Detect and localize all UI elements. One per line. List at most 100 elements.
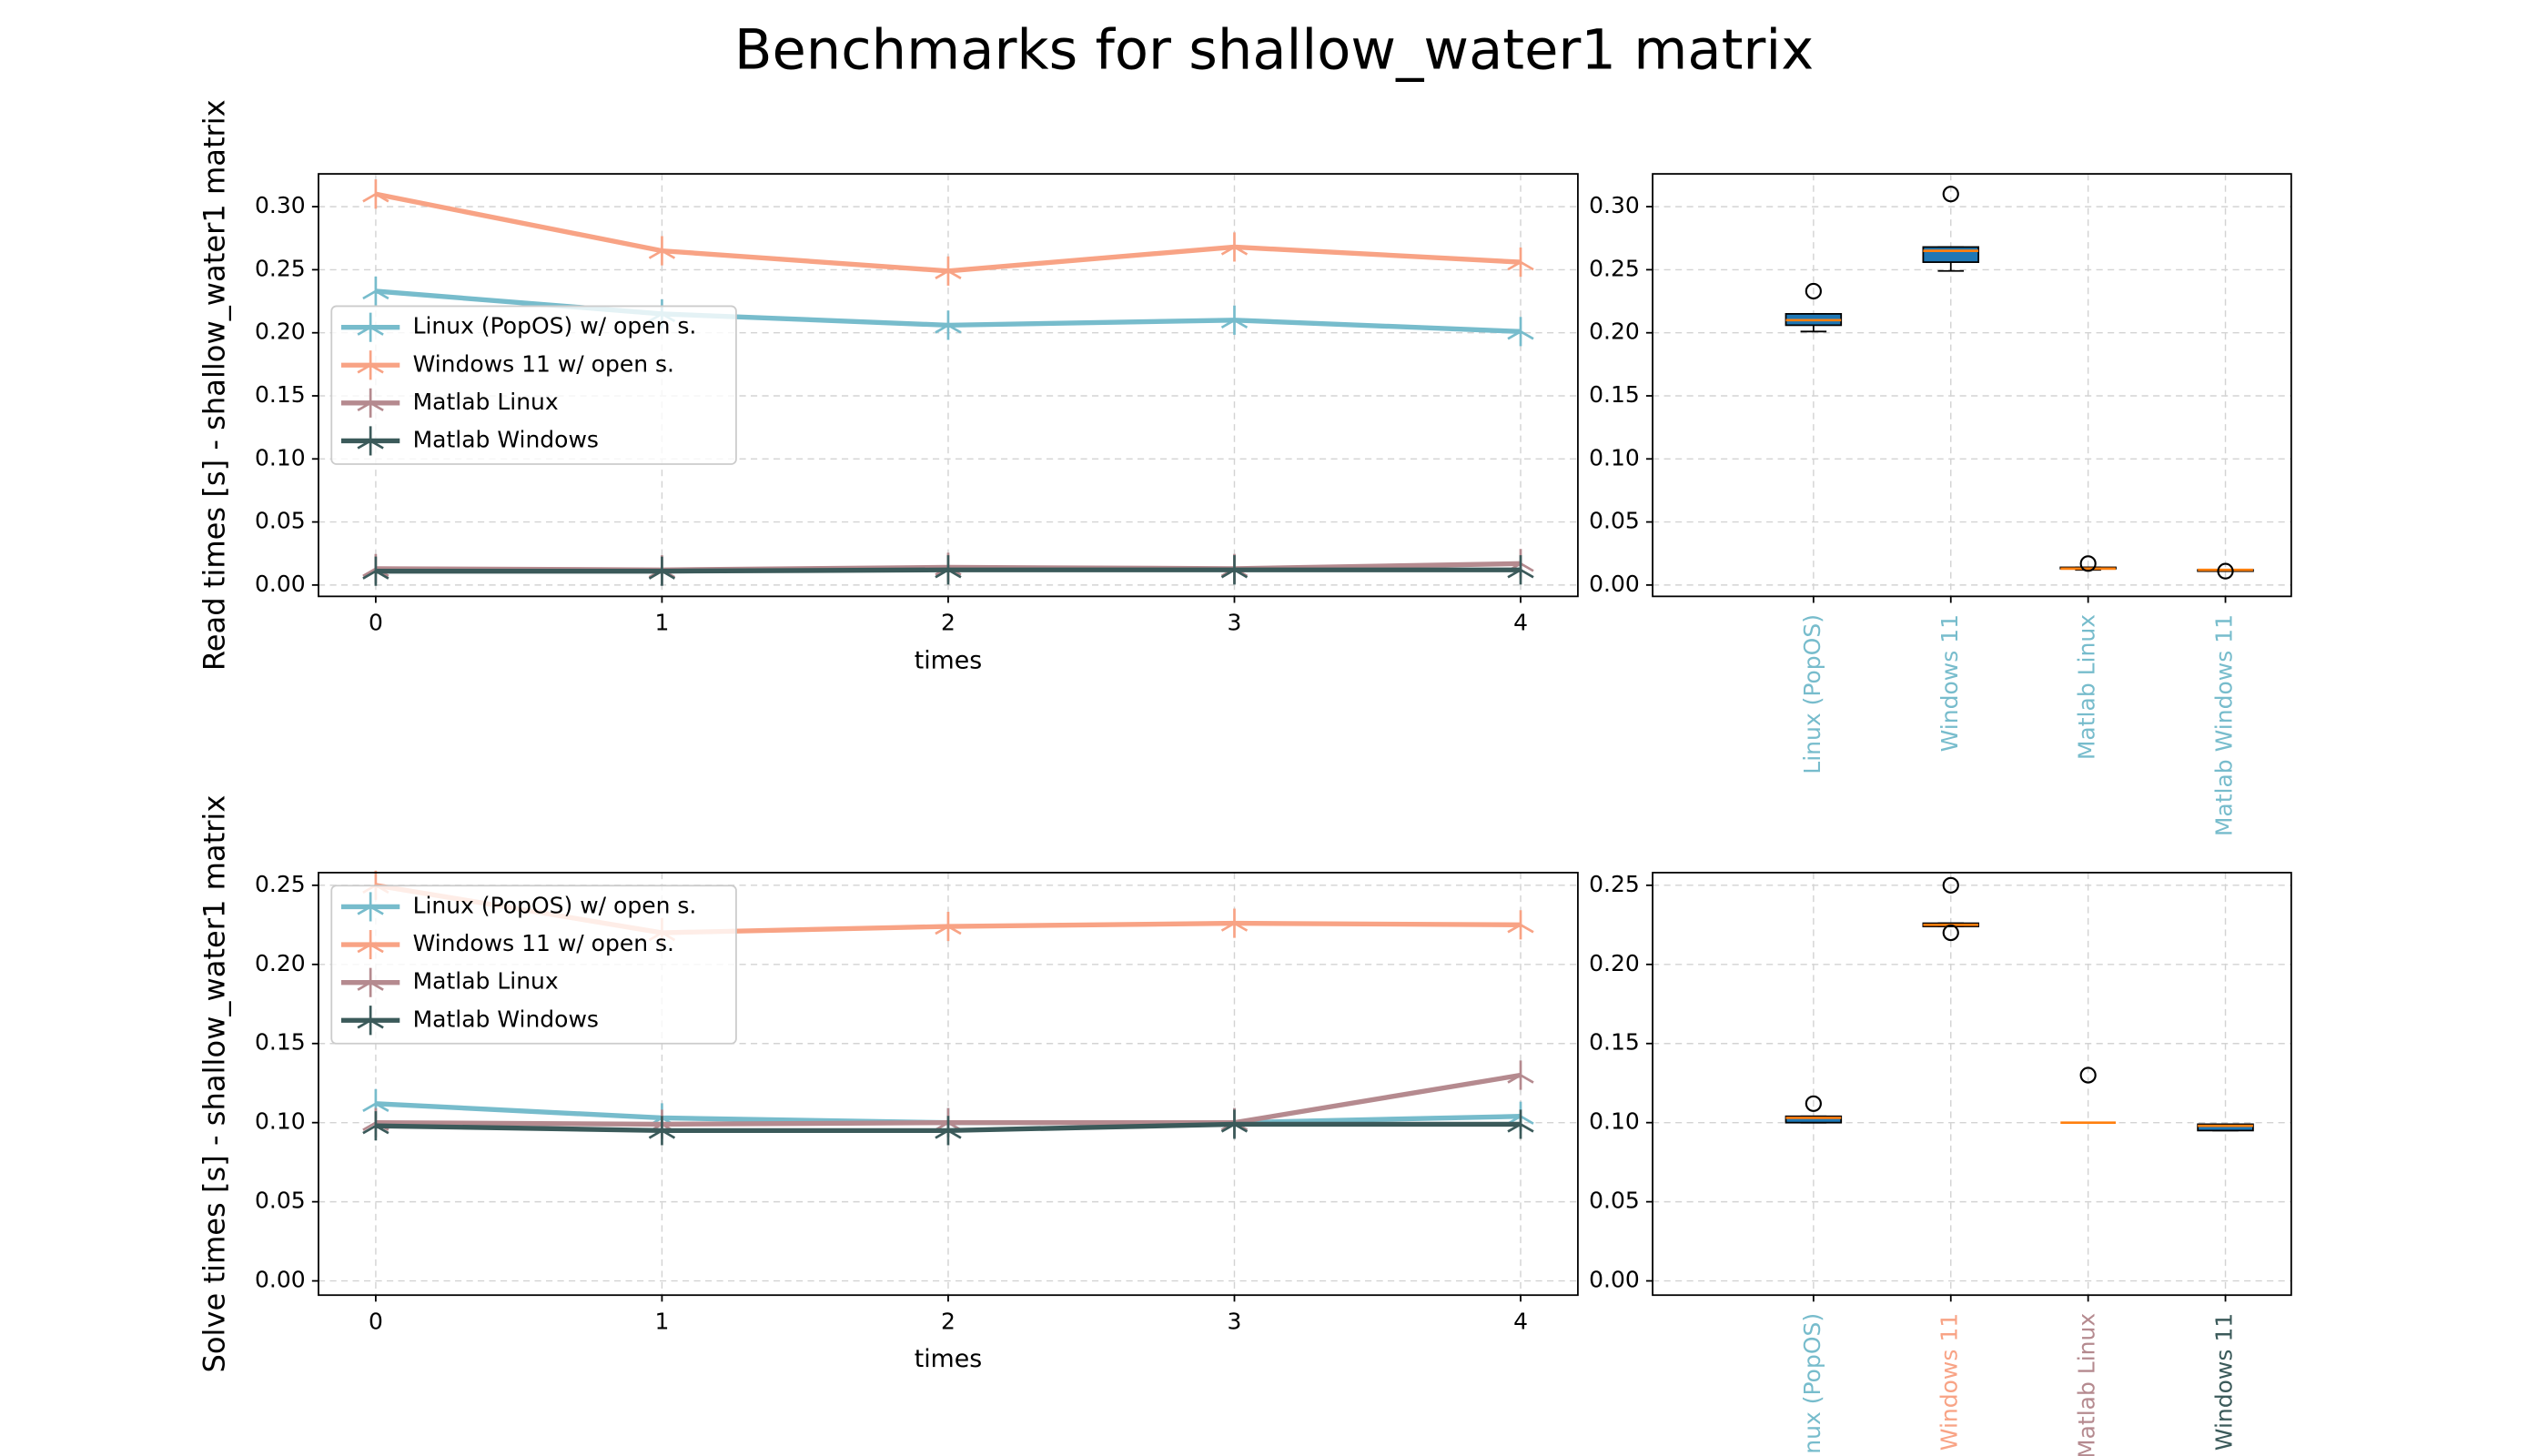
subplot: 0.00 0.05 0.10 0.15 0.20 0.25 0.30 Linux (PopOS… <box>1589 173 2292 836</box>
x-tick-label: 2 <box>941 610 956 636</box>
y-tick-label: 0.20 <box>255 318 306 345</box>
series-marker <box>648 236 676 266</box>
legend-label: Matlab Linux <box>413 968 559 995</box>
y-tick-label: 0.00 <box>255 1267 306 1293</box>
series-marker <box>1220 555 1249 585</box>
y-axis-label: Solve times [s] - shallow_water1 matrix <box>197 795 231 1373</box>
x-tick-label: 2 <box>941 1309 956 1335</box>
legend-marker <box>357 350 384 380</box>
y-tick-label: 0.20 <box>1589 950 1640 976</box>
series-marker <box>1220 1109 1249 1139</box>
series-marker <box>935 911 962 942</box>
series-marker <box>1220 305 1249 335</box>
x-tick-label: 4 <box>1513 1309 1528 1335</box>
series-marker <box>935 310 962 340</box>
x-tick-label: 1 <box>654 1309 669 1335</box>
series-marker <box>648 556 676 586</box>
axes-frame <box>318 173 1579 598</box>
y-tick-label: 0.15 <box>255 1029 306 1056</box>
x-tick-label: 1 <box>654 610 669 636</box>
flier <box>1942 186 1959 203</box>
y-tick-label: 0.25 <box>1589 871 1640 897</box>
y-tick-label: 0.05 <box>1589 508 1640 534</box>
legend-label: Matlab Windows <box>413 426 599 452</box>
x-tick-label: 0 <box>369 610 383 636</box>
x-tick-label: Linux (PopOS) <box>1799 1313 1825 1456</box>
subplot: 0.00 0.05 0.10 0.15 0.20 0.25 Linux (PopOS) Win… <box>1589 871 2292 1456</box>
y-tick-label: 0.30 <box>1589 192 1640 218</box>
y-tick-label: 0.25 <box>255 871 306 897</box>
y-tick-label: 0.10 <box>255 1108 306 1135</box>
box <box>2197 1123 2254 1132</box>
x-tick-label: Windows 11 <box>1936 1313 1963 1451</box>
x-tick-label: 3 <box>1228 610 1242 636</box>
x-tick-label: Windows 11 <box>1936 614 1963 752</box>
legend-label: Matlab Linux <box>413 389 559 415</box>
flier <box>1942 924 1959 942</box>
x-tick-label: 4 <box>1513 610 1528 636</box>
y-tick-label: 0.10 <box>255 444 306 470</box>
y-tick-label: 0.10 <box>1589 444 1640 470</box>
flier <box>2217 562 2234 580</box>
series-marker <box>362 276 389 307</box>
legend-marker <box>357 1006 384 1036</box>
x-tick-label: Matlab Linux <box>2074 1313 2100 1456</box>
flier <box>2079 555 2097 572</box>
legend-label: Linux (PopOS) w/ open s. <box>413 892 697 918</box>
subplot: 0.00 0.05 0.10 0.15 0.20 0.25 0 1 2 3 4 times Solve … <box>197 795 1579 1373</box>
y-tick-label: 0.15 <box>1589 381 1640 408</box>
legend-marker <box>357 388 384 418</box>
y-tick-label: 0.10 <box>1589 1108 1640 1135</box>
y-tick-label: 0.20 <box>255 950 306 976</box>
legend-label: Windows 11 w/ open s. <box>413 930 674 956</box>
flier <box>1805 1095 1822 1112</box>
series-marker <box>362 179 389 209</box>
y-tick-label: 0.05 <box>255 508 306 534</box>
series-marker <box>1507 248 1534 278</box>
x-axis-label: times <box>915 646 982 674</box>
series-marker <box>1507 1109 1534 1139</box>
subplot: 0.00 0.05 0.10 0.15 0.20 0.25 0.30 0 1 2 3 4 times Re… <box>197 99 1579 674</box>
y-tick-label: 0.20 <box>1589 318 1640 345</box>
legend-marker <box>357 967 384 997</box>
legend-marker <box>357 312 384 342</box>
y-tick-label: 0.25 <box>255 255 306 281</box>
legend-label: Linux (PopOS) w/ open s. <box>413 313 697 339</box>
legend-box <box>330 305 737 465</box>
x-tick-label: 0 <box>369 1309 383 1335</box>
y-tick-label: 0.25 <box>1589 255 1640 281</box>
flier <box>1805 282 1822 300</box>
y-tick-label: 0.05 <box>255 1188 306 1214</box>
y-axis-label: Read times [s] - shallow_water1 matrix <box>197 99 232 671</box>
series-marker <box>1507 317 1534 347</box>
legend-label: Matlab Windows <box>413 1006 599 1032</box>
axes-frame <box>1652 872 2292 1297</box>
y-tick-label: 0.00 <box>1589 571 1640 597</box>
series-marker <box>1507 555 1534 585</box>
x-tick-label: Matlab Windows 11 <box>2211 614 2238 836</box>
box <box>1785 1115 1843 1124</box>
x-tick-label: Linux (PopOS) <box>1799 614 1825 774</box>
y-tick-label: 0.30 <box>255 192 306 218</box>
series-marker <box>362 556 389 586</box>
legend-marker <box>357 892 384 922</box>
legend-marker <box>357 426 384 456</box>
series-marker <box>935 555 962 585</box>
y-tick-label: 0.00 <box>255 571 306 597</box>
series-marker <box>1220 232 1249 262</box>
box <box>1922 246 1979 263</box>
axes-frame <box>1652 173 2292 598</box>
series-marker <box>1220 908 1249 938</box>
series-marker <box>935 256 962 286</box>
series-marker <box>935 1116 962 1146</box>
x-tick-label: Matlab Linux <box>2074 614 2100 760</box>
flier <box>1942 876 1959 894</box>
series-marker <box>362 1111 389 1141</box>
y-tick-label: 0.05 <box>1589 1188 1640 1214</box>
legend-box <box>330 885 737 1045</box>
series-marker <box>1507 1060 1534 1090</box>
x-tick-label: 3 <box>1228 1309 1242 1335</box>
